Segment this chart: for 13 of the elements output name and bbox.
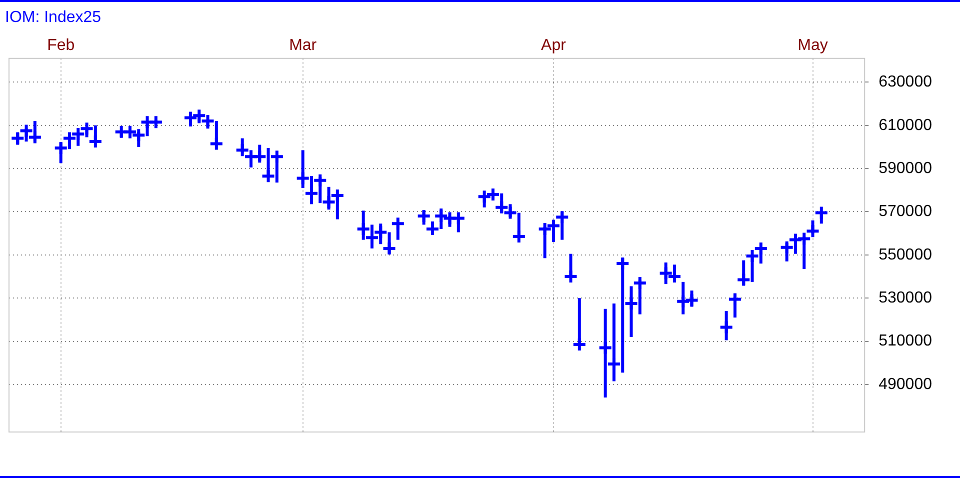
x-tick-label: Mar bbox=[289, 37, 318, 54]
chart-title: IOM: Index25 bbox=[5, 9, 102, 26]
y-tick-label: 550000 bbox=[878, 246, 932, 264]
x-tick-label: Feb bbox=[47, 37, 75, 54]
y-tick-label: 490000 bbox=[878, 376, 932, 393]
y-tick-label: 610000 bbox=[878, 116, 932, 134]
x-tick-label: May bbox=[798, 37, 828, 54]
y-tick-label: 570000 bbox=[878, 203, 932, 220]
y-tick-label: 630000 bbox=[878, 74, 932, 91]
y-tick-label: 590000 bbox=[878, 160, 932, 177]
y-tick-label: 530000 bbox=[878, 290, 932, 307]
x-tick-label: Apr bbox=[541, 37, 567, 54]
y-tick-label: 510000 bbox=[878, 332, 932, 350]
